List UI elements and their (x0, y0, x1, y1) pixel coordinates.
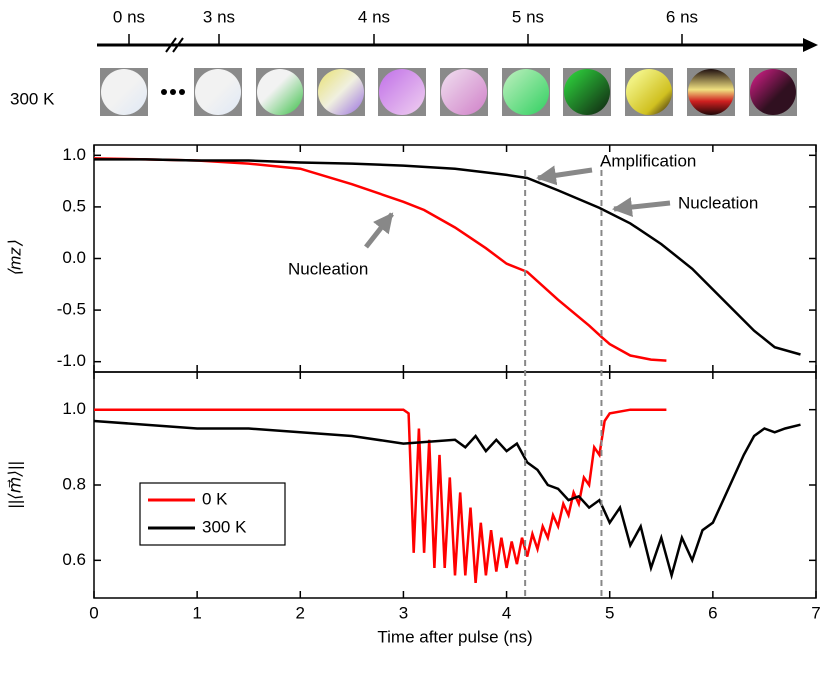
annotation-arrows (364, 165, 671, 249)
snapshot (195, 69, 241, 115)
series-line (94, 408, 667, 584)
y-tick-label: 0.6 (62, 550, 86, 569)
timeline-tick-label: 6 ns (666, 7, 698, 26)
y-axis-label: ⟨mz⟩ (5, 240, 24, 276)
snapshot (688, 69, 734, 115)
row-label: 300 K (10, 89, 55, 108)
arrow (536, 165, 593, 186)
series-line (93, 419, 801, 581)
x-tick-label: 1 (192, 603, 201, 622)
series-line (94, 158, 801, 356)
plot-frame (93, 144, 817, 373)
arrow (612, 197, 671, 218)
timeline-arrowhead (803, 38, 818, 52)
y-tick-label: 0.0 (62, 248, 86, 267)
arrow (364, 212, 394, 249)
ellipsis-dot (161, 89, 167, 95)
legend-label: 0 K (202, 489, 228, 508)
series-line (93, 157, 667, 362)
snapshot (101, 69, 147, 115)
y-tick-label: 0.8 (62, 474, 86, 493)
annotation: Nucleation (678, 193, 758, 212)
annotation: Amplification (600, 151, 696, 170)
timeline-tick-label: 4 ns (358, 7, 390, 26)
snapshot (750, 69, 796, 115)
axis-break (172, 37, 184, 53)
snapshot (441, 69, 487, 115)
y-axis-label: ||⟨m⃗⟩|| (5, 461, 24, 509)
snapshot (564, 69, 610, 115)
x-tick-label: 4 (502, 603, 511, 622)
timeline: 300 K (10, 37, 818, 116)
snapshot (379, 69, 425, 115)
legend-label: 300 K (202, 517, 247, 536)
snapshot (257, 69, 303, 115)
timeline-tick-label: 5 ns (512, 7, 544, 26)
timeline-tick-label: 3 ns (203, 7, 235, 26)
ellipsis-dot (170, 89, 176, 95)
ellipsis-dot (179, 89, 185, 95)
snapshot (626, 69, 672, 115)
axis-break (165, 37, 177, 53)
legend-box (139, 482, 286, 546)
y-tick-label: 0.5 (62, 196, 86, 215)
x-tick-label: 2 (296, 603, 305, 622)
y-tick-label: -0.5 (57, 300, 86, 319)
annotation: Nucleation (288, 259, 368, 278)
x-tick-label: 3 (399, 603, 408, 622)
x-axis-label: Time after pulse (ns) (377, 627, 532, 646)
x-tick-label: 7 (811, 603, 820, 622)
y-tick-label: 1.0 (62, 145, 86, 164)
x-tick-label: 0 (89, 603, 98, 622)
snapshot (318, 69, 364, 115)
snapshot (503, 69, 549, 115)
x-tick-label: 6 (708, 603, 717, 622)
x-tick-label: 5 (605, 603, 614, 622)
timeline-tick-label: 0 ns (113, 7, 145, 26)
snapshots (100, 68, 797, 116)
y-tick-label: 1.0 (62, 399, 86, 418)
y-tick-label: -1.0 (57, 351, 86, 370)
